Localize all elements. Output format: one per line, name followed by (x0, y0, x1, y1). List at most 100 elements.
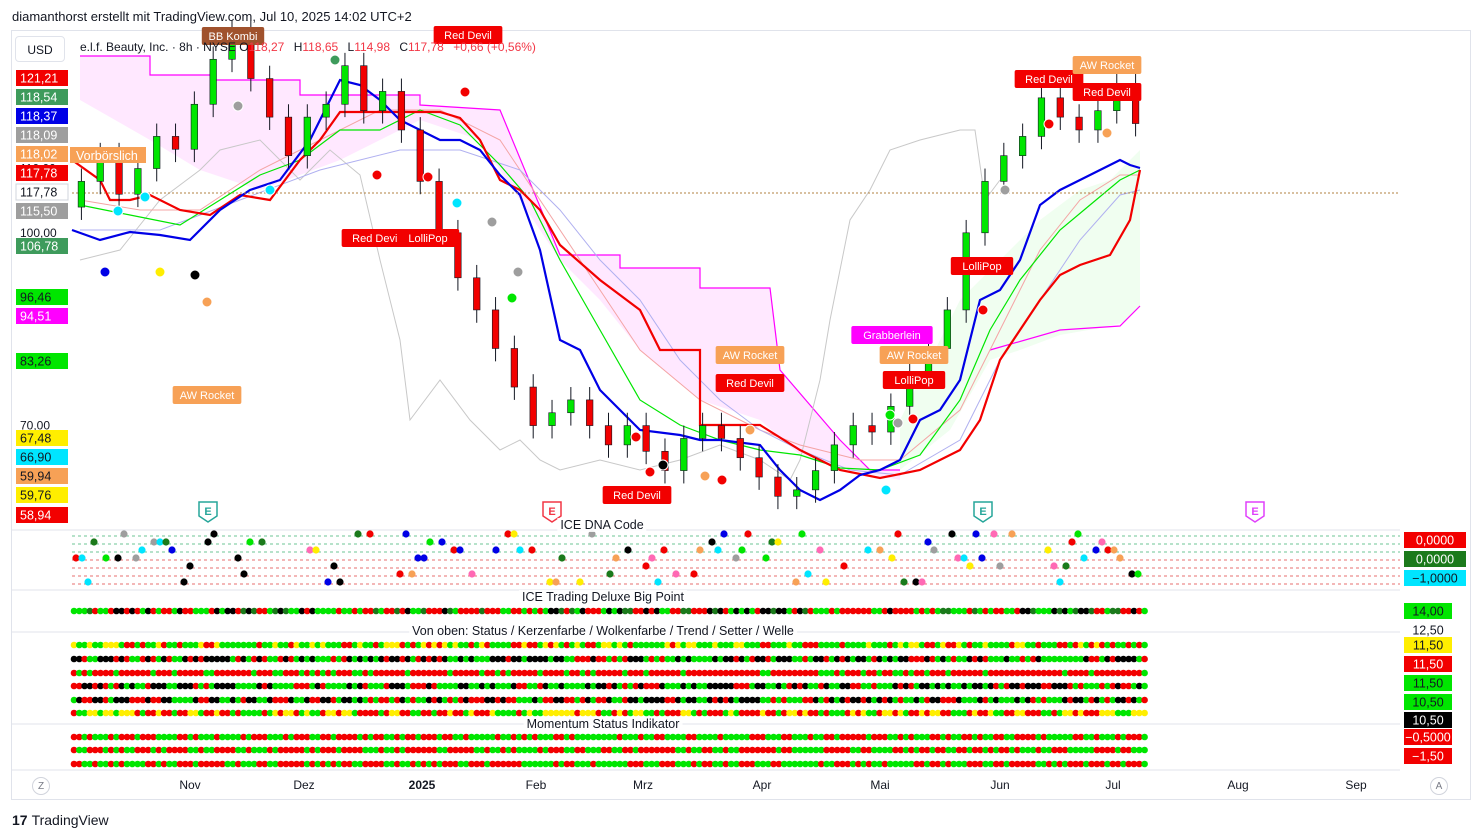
candle-body (1019, 136, 1027, 156)
price-axis-label-box (16, 70, 68, 86)
bigpoint-dot (796, 607, 804, 615)
legend-close-label: C (399, 40, 409, 54)
auto-scale-button[interactable]: A (1430, 777, 1448, 795)
status-row-dot (844, 696, 852, 704)
status-row-dot (139, 682, 147, 690)
status-row-dot (235, 709, 242, 717)
chart-frame[interactable] (11, 30, 1471, 800)
status-row-dot (197, 709, 205, 717)
status-row-dot (738, 655, 746, 663)
momentum-dot (674, 746, 682, 754)
tradingview-logo[interactable]: 17 TradingView (12, 812, 109, 828)
earnings-marker: E (198, 501, 218, 523)
status-row-dot (1024, 709, 1032, 717)
status-row-dot (600, 641, 608, 649)
momentum-dot (1061, 733, 1069, 741)
status-row-dot (107, 696, 115, 704)
dna-dot (948, 530, 956, 538)
momentum-dot (717, 733, 724, 741)
status-row-dot (542, 696, 549, 704)
status-row-dot (812, 669, 820, 677)
status-row-dot (521, 641, 528, 649)
status-row-dot (478, 682, 486, 690)
status-row-dot (680, 641, 687, 649)
momentum-dot (600, 746, 608, 754)
status-row-dot (76, 682, 83, 690)
status-row-dot (727, 682, 735, 690)
momentum-dot (722, 760, 730, 768)
status-row-dot (1098, 696, 1106, 704)
status-row-dot (261, 669, 269, 677)
zoom-button[interactable]: Z (32, 777, 50, 795)
status-row-dot (187, 682, 194, 690)
status-axis-label: 10,50 (1404, 694, 1452, 710)
signal-label-bb-kombi: BB Kombi (201, 27, 265, 45)
status-row-dot (563, 669, 571, 677)
bigpoint-dot (733, 607, 740, 615)
status-row-dot (897, 696, 905, 704)
bigpoint-dot (510, 607, 518, 615)
status-row-dot (409, 641, 417, 649)
status-row-dot (113, 655, 120, 663)
momentum-dot (706, 760, 714, 768)
status-row-dot (335, 682, 343, 690)
status-row-dot (208, 641, 216, 649)
status-row-dot (653, 641, 661, 649)
status-row-dot (176, 669, 184, 677)
status-row-dot (966, 669, 973, 677)
momentum-dot (1030, 760, 1037, 768)
bigpoint-dot (1109, 607, 1117, 615)
momentum-dot (643, 733, 650, 741)
dna-dot (1044, 546, 1052, 554)
status-row-dot (685, 641, 693, 649)
status-row-dot (245, 696, 253, 704)
status-row-dot (844, 655, 852, 663)
momentum-dot (780, 760, 788, 768)
bigpoint-dot (643, 607, 650, 615)
signal-dot (892, 417, 904, 429)
status-row-dot (961, 709, 968, 717)
status-row-dot (669, 709, 677, 717)
status-row-dot (918, 655, 926, 663)
status-row-dot (155, 641, 163, 649)
status-row-dot (743, 641, 751, 649)
status-row-dot (712, 655, 719, 663)
status-row-dot (828, 696, 836, 704)
status-row-dot (288, 682, 295, 690)
status-row-dot (515, 669, 523, 677)
status-row-dot (950, 682, 958, 690)
momentum-dot (1051, 746, 1058, 754)
status-row-dot (282, 696, 290, 704)
pane-title-bigpoint: ICE Trading Deluxe Big Point (519, 590, 687, 604)
currency-button[interactable]: USD (15, 36, 65, 62)
x-label-mrz: Mrz (633, 778, 653, 792)
bigpoint-dot (367, 607, 375, 615)
signal-dot (512, 266, 524, 278)
candle-body (830, 444, 838, 471)
momentum-dot (966, 760, 973, 768)
bigpoint-dot (420, 607, 428, 615)
momentum-dot (871, 746, 878, 754)
status-row-dot (447, 655, 454, 663)
signal-label-red-devil: Red Devil (715, 374, 785, 392)
bigpoint-dot (701, 607, 708, 615)
momentum-dot (749, 746, 756, 754)
status-axis-label: 11,50 (1404, 675, 1452, 691)
status-row-dot (574, 682, 581, 690)
status-row-dot (669, 669, 677, 677)
status-row-dot (473, 641, 481, 649)
status-row-dot (91, 641, 99, 649)
momentum-dot (754, 733, 761, 741)
status-row-dot (351, 669, 359, 677)
status-row-dot (431, 641, 438, 649)
momentum-dot (155, 760, 163, 768)
signal-dot (744, 424, 756, 436)
status-row-dot (833, 709, 841, 717)
lagging-span-line (79, 129, 1001, 481)
status-row-dot (1035, 709, 1042, 717)
signal-dot (506, 292, 518, 304)
status-row-dot (118, 709, 125, 717)
status-row-dot (378, 696, 385, 704)
momentum-dot (489, 733, 497, 741)
